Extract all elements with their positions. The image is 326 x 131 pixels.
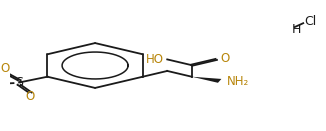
- Polygon shape: [192, 77, 221, 83]
- Text: S: S: [15, 76, 23, 89]
- Text: NH₂: NH₂: [227, 75, 249, 88]
- Text: HO: HO: [145, 53, 163, 66]
- Text: O: O: [0, 62, 9, 75]
- Text: H: H: [291, 23, 301, 36]
- Text: O: O: [25, 90, 35, 103]
- Text: Cl: Cl: [304, 15, 317, 28]
- Text: O: O: [220, 52, 229, 65]
